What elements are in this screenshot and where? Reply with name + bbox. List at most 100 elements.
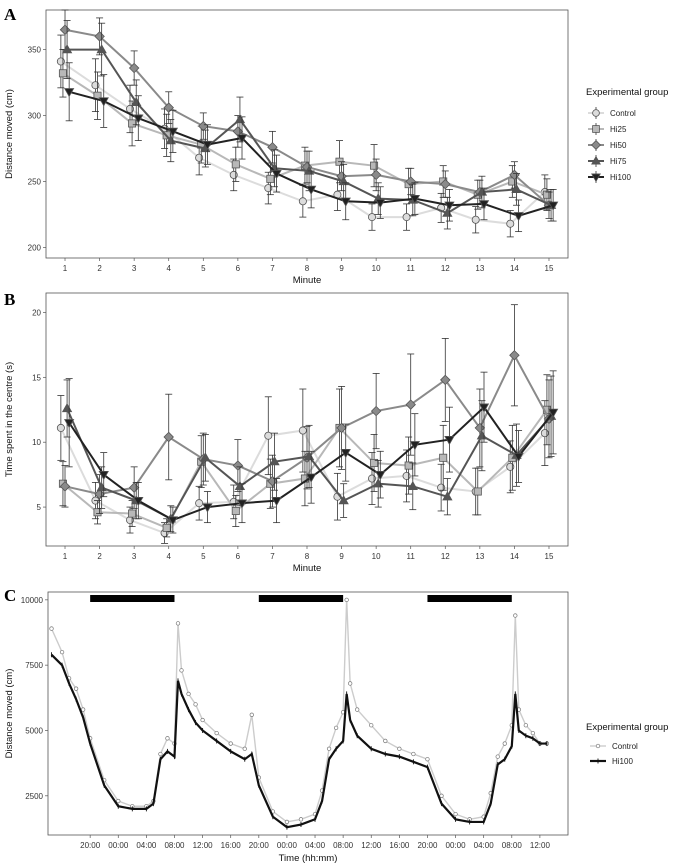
panel-a-x-tick-label-8: 9	[339, 264, 344, 273]
panel-a-point-hi100-8	[305, 185, 317, 195]
panel-c-x-tick-label-5: 16:00	[221, 841, 242, 850]
panel-c-point-control-40	[425, 757, 430, 762]
panel-c-x-axis-title: Time (hh:mm)	[279, 853, 338, 864]
panel-b-x-tick-label-4: 5	[201, 552, 206, 561]
panel-a-point-control-10	[367, 213, 376, 222]
panel-b-point-hi25-13	[473, 487, 482, 496]
panel-b-point-hi25-11	[404, 461, 413, 470]
panel-a-point-hi100-1	[63, 88, 75, 98]
panel-a-point-hi100-6	[236, 134, 248, 144]
panel-b-point-hi50-14	[509, 350, 520, 361]
panel-c-point-control-12	[158, 751, 163, 757]
panel-c-point-control-39	[411, 751, 416, 757]
panel-b-x-tick-label-7: 8	[305, 552, 310, 561]
panel-a-y-axis-title: Distance moved (cm)	[4, 89, 15, 179]
panel-c-x-tick-label-15: 08:00	[502, 841, 523, 850]
panel-b-point-control-10	[367, 474, 376, 483]
panel-c-legend-label-hi100: Hi100	[612, 757, 633, 766]
panel-a-x-tick-label-13: 14	[510, 264, 519, 273]
panel-a-legend-label-hi50: Hi50	[610, 141, 627, 150]
panel-a-x-tick-label-14: 15	[545, 264, 554, 273]
panel-a-point-hi100-2	[98, 97, 109, 107]
panel-a-point-hi25-1	[58, 69, 67, 78]
panel-b-point-hi50-3	[128, 482, 140, 493]
panel-a-point-control-8	[298, 197, 307, 206]
panel-a-x-tick-label-11: 12	[441, 264, 450, 273]
panel-b-point-hi50-9	[336, 422, 347, 434]
panel-a-point-hi100-12	[444, 201, 455, 211]
panel-c-point-control-33	[344, 597, 349, 602]
panel-a-legend: Experimental group Control Hi25 Hi50 Hi75 Hi1…	[586, 87, 668, 183]
panel-c-point-control-13	[165, 736, 170, 741]
panel-c-point-control-15	[175, 621, 181, 626]
panel-c-x-tick-label-10: 12:00	[361, 841, 382, 850]
panel-c-point-control-5	[80, 707, 86, 712]
panel-c-legend-title: Experimental group	[586, 722, 668, 733]
panel-a-x-tick-label-5: 6	[236, 264, 241, 273]
panel-b-frame	[45, 292, 569, 547]
panel-c-x-tick-label-0: 20:00	[80, 841, 101, 850]
panel-c-series-line-control	[50, 599, 547, 823]
panel-a-x-tick-label-4: 5	[201, 264, 206, 273]
panel-b-point-hi75-9	[338, 495, 349, 505]
panel-c-x-tick-label-6: 20:00	[249, 841, 270, 850]
panel-b-point-hi50-12	[440, 374, 451, 386]
panel-b-y-axis-title: Time spent in the centre (s)	[4, 362, 15, 477]
panel-c-point-control-27	[298, 817, 304, 822]
panel-a-x-axis-title: Minute	[293, 275, 322, 286]
panel-c-point-control-8	[116, 798, 121, 804]
panel-a-legend-marker-hi100	[591, 173, 601, 183]
panel-a-point-hi100-7	[271, 169, 282, 180]
panel-letter-a: A	[4, 5, 17, 24]
panel-c-point-control-2	[59, 649, 65, 655]
panel-a-legend-title: Experimental group	[586, 87, 668, 98]
panel-a-point-hi50-7	[267, 141, 278, 153]
panel-b-point-hi100-10	[375, 471, 386, 481]
panel-c-frame	[47, 591, 569, 836]
panel-a-point-control-2	[91, 81, 100, 90]
panel-b-point-hi75-11	[407, 480, 418, 490]
panel-c-point-control-35	[355, 707, 360, 712]
panel-a-frame	[45, 9, 569, 259]
panel-c-point-control-42	[453, 811, 458, 817]
panel-b-point-control-14	[506, 462, 515, 471]
panel-a-point-hi100-4	[167, 127, 179, 137]
panel-b-point-hi25-10	[370, 458, 379, 467]
panel-b-point-hi75-7	[269, 456, 280, 466]
panel-b-x-axis-title: Minute	[293, 563, 322, 574]
panel-a-y-tick-label-3: 350	[28, 46, 42, 55]
panel-a-point-control-7	[264, 184, 273, 193]
panel-c-x-tick-label-13: 00:00	[446, 841, 467, 850]
panel-a-point-hi100-13	[478, 200, 490, 210]
panel-a-x-tick-label-0: 1	[63, 264, 68, 273]
panel-a-x-tick-label-1: 2	[97, 264, 102, 273]
panel-c-point-control-17	[186, 691, 191, 697]
panel-a-y-tick-label-2: 300	[28, 112, 42, 121]
panel-a-point-control-3	[126, 104, 135, 113]
panel-c-point-control-4	[73, 686, 79, 691]
panel-a-point-hi25-15	[542, 190, 551, 199]
panel-b-point-control-15	[540, 429, 549, 438]
panel-c-y-tick-label-2: 7500	[25, 661, 43, 670]
panel-b-x-tick-label-2: 3	[132, 552, 137, 561]
panel-c-x-tick-label-9: 08:00	[333, 841, 354, 850]
panel-b-series-hi100	[63, 370, 559, 534]
panel-c-point-control-19	[200, 717, 205, 723]
panel-c-point-control-36	[369, 723, 374, 728]
panel-b-point-control-8	[298, 426, 307, 435]
panel-b-x-tick-label-0: 1	[63, 552, 68, 561]
panel-c-point-control-37	[383, 738, 388, 744]
panel-c-point-control-16	[179, 668, 184, 673]
panel-c-point-control-38	[397, 746, 402, 751]
panel-c-point-control-22	[242, 746, 247, 751]
panel-letter-c: C	[4, 586, 16, 605]
panel-c-x-tick-label-3: 08:00	[164, 841, 185, 850]
panel-a-point-hi25-3	[128, 119, 137, 128]
panel-a-x-tick-label-6: 7	[270, 264, 275, 273]
panel-a-point-hi25-10	[370, 161, 379, 170]
panel-b-y-tick-label-1: 10	[32, 438, 41, 447]
panel-c-point-control-21	[228, 741, 233, 746]
panel-b-x-tick-label-10: 11	[407, 552, 416, 561]
